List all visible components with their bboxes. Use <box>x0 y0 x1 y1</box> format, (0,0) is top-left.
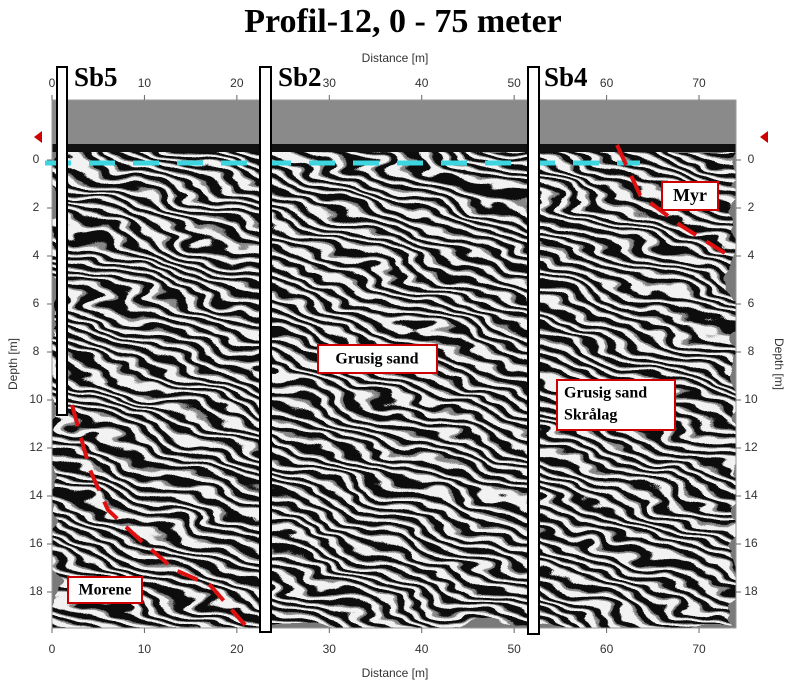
x-tick-label-top: 60 <box>600 76 614 90</box>
x-tick-label: 10 <box>138 642 152 656</box>
x-tick-label-top: 0 <box>49 76 56 90</box>
y-tick-label: 12 <box>29 440 43 454</box>
y-tick-label: 10 <box>29 392 43 406</box>
frame <box>51 99 737 629</box>
boundary-line <box>70 404 247 627</box>
x-tick-label-top: 10 <box>138 76 152 90</box>
annotation: Skrålag <box>564 407 617 424</box>
y-tick-label-right: 2 <box>748 200 755 214</box>
y-tick-label-right: 12 <box>744 440 758 454</box>
y-tick-label-right: 14 <box>744 488 758 502</box>
y-axis-title-right: Depth [m] <box>772 338 786 390</box>
marker <box>760 131 768 143</box>
x-tick-label-top: 20 <box>230 76 244 90</box>
x-tick-label: 70 <box>692 642 706 656</box>
annotation-box <box>317 344 438 374</box>
y-tick-label-right: 0 <box>748 152 755 166</box>
y-tick-label-right: 4 <box>748 248 755 262</box>
y-tick-label: 16 <box>29 536 43 550</box>
marker <box>34 131 42 143</box>
y-tick-label: 14 <box>29 488 43 502</box>
annotation-box <box>556 379 676 431</box>
y-tick-label-right: 10 <box>744 392 758 406</box>
borehole <box>56 66 68 416</box>
y-tick-label: 6 <box>33 296 40 310</box>
annotation: Grusig sand <box>335 351 418 368</box>
x-tick-label: 20 <box>230 642 244 656</box>
borehole-label: Sb4 <box>544 62 588 92</box>
x-tick-label-top: 50 <box>507 76 521 90</box>
surface <box>52 144 736 152</box>
annotation-box <box>67 576 143 604</box>
x-tick-label-top: 40 <box>415 76 429 90</box>
x-tick-label: 30 <box>323 642 337 656</box>
x-tick-label-top: 70 <box>692 76 706 90</box>
x-tick-label: 40 <box>415 642 429 656</box>
air-band <box>52 100 736 144</box>
y-axis-title: Depth [m] <box>6 338 20 390</box>
boreholes: Sb5 Sb2 Sb4 <box>56 62 588 635</box>
y-tick-label-right: 6 <box>748 296 755 310</box>
borehole-label: Sb2 <box>278 62 322 92</box>
y-tick-label-right: 8 <box>748 344 755 358</box>
chart-title: Profil-12, 0 - 75 meter <box>244 3 562 40</box>
y-tick-label: 18 <box>29 584 43 598</box>
annotation: Morene <box>78 582 131 599</box>
x-axis-title-top: Distance [m] <box>362 51 429 65</box>
borehole-label: Sb5 <box>74 62 118 92</box>
y-tick-label: 0 <box>33 152 40 166</box>
x-axis-title: Distance [m] <box>362 666 429 680</box>
y-tick-label: 2 <box>33 200 40 214</box>
borehole <box>527 66 540 635</box>
x-tick-label: 60 <box>600 642 614 656</box>
borehole <box>259 66 272 633</box>
y-tick-label-right: 18 <box>744 584 758 598</box>
y-tick-label-right: 16 <box>744 536 758 550</box>
x-tick-label-top: 30 <box>323 76 337 90</box>
y-tick-label: 8 <box>33 344 40 358</box>
annotation-box <box>661 181 719 211</box>
annotation: Myr <box>673 185 707 205</box>
y-tick-label: 4 <box>33 248 40 262</box>
annotation: Grusig sand <box>564 385 647 402</box>
x-tick-label: 50 <box>507 642 521 656</box>
x-tick-label: 0 <box>49 642 56 656</box>
annotations: Grusig sand Grusig sand Skrålag Myr More… <box>67 181 719 604</box>
boundary-line <box>615 144 730 257</box>
